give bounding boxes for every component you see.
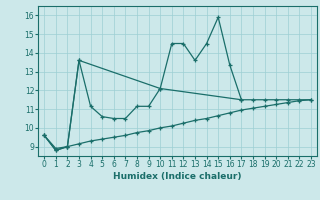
X-axis label: Humidex (Indice chaleur): Humidex (Indice chaleur)	[113, 172, 242, 181]
